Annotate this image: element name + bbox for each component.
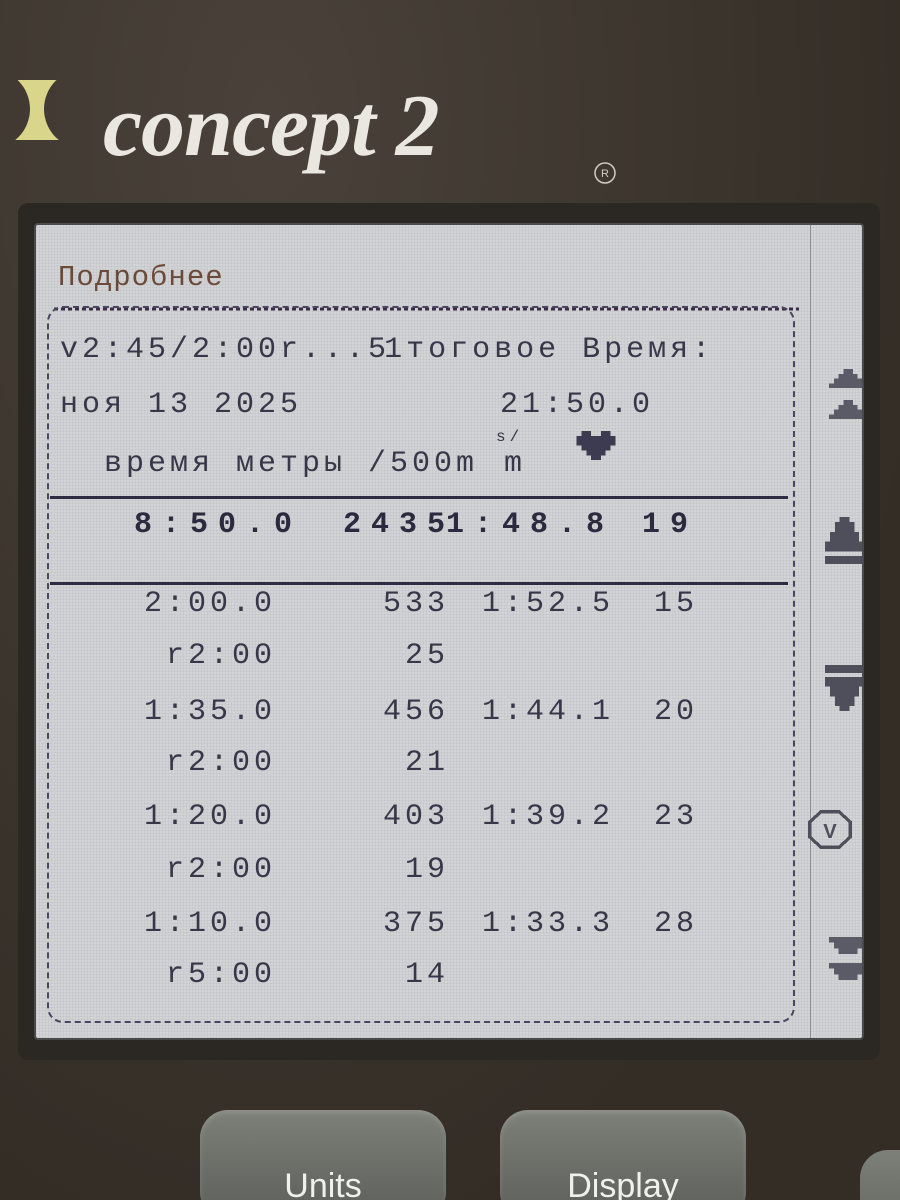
svg-text:concept 2: concept 2 — [103, 78, 439, 175]
svg-text:V: V — [823, 821, 837, 843]
svg-text:R: R — [601, 168, 609, 180]
